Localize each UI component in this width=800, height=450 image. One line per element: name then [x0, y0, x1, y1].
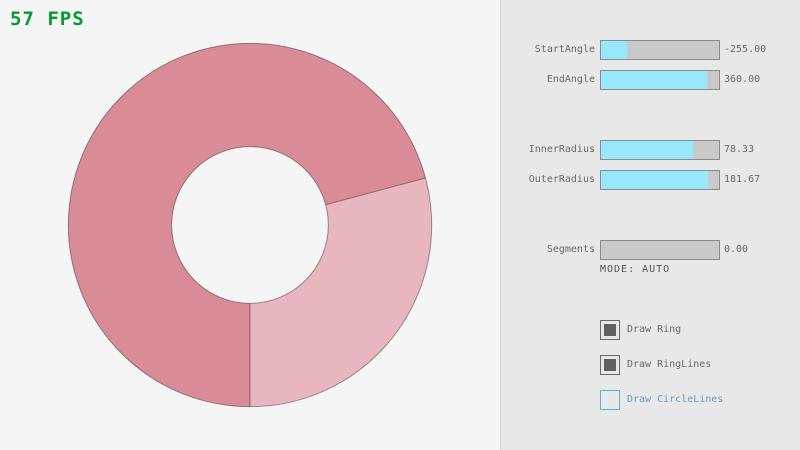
segments-mode-label: MODE: AUTO [600, 264, 671, 275]
slider-fill-outerradius [601, 171, 709, 189]
slider-value-outerradius: 181.67 [724, 174, 761, 185]
checkbox-box-draw-ring[interactable] [600, 320, 620, 340]
checkbox-label-draw-ringlines: Draw RingLines [627, 359, 712, 370]
slider-label-segments: Segments [546, 244, 595, 255]
checkbox-label-draw-ring: Draw Ring [627, 324, 682, 335]
slider-value-endangle: 360.00 [724, 74, 761, 85]
checkbox-box-draw-circlelines[interactable] [600, 390, 620, 410]
checkbox-draw-ringlines[interactable]: Draw RingLines [600, 355, 790, 375]
slider-row-startangle: StartAngle -255.00 [501, 40, 800, 60]
slider-fill-endangle [601, 71, 708, 89]
slider-endangle[interactable] [600, 70, 720, 90]
slider-label-innerradius: InnerRadius [528, 144, 595, 155]
slider-value-segments: 0.00 [724, 244, 749, 255]
slider-row-segments: Segments 0.00 [501, 240, 800, 260]
slider-segments[interactable] [600, 240, 720, 260]
slider-outerradius[interactable] [600, 170, 720, 190]
slider-startangle[interactable] [600, 40, 720, 60]
control-panel: StartAngle -255.00 EndAngle 360.00 Inner… [500, 0, 800, 450]
slider-innerradius[interactable] [600, 140, 720, 160]
slider-row-outerradius: OuterRadius 181.67 [501, 170, 800, 190]
slider-value-startangle: -255.00 [724, 44, 767, 55]
slider-label-outerradius: OuterRadius [528, 174, 595, 185]
slider-fill-innerradius [601, 141, 694, 159]
fps-counter: 57 FPS [10, 8, 85, 30]
checkmark [604, 324, 616, 336]
slider-label-endangle: EndAngle [546, 74, 595, 85]
slider-fill-startangle [601, 41, 627, 59]
slider-value-innerradius: 78.33 [724, 144, 755, 155]
slider-label-startangle: StartAngle [534, 44, 595, 55]
checkmark [604, 359, 616, 371]
checkbox-label-draw-circlelines: Draw CircleLines [627, 394, 724, 405]
checkbox-draw-circlelines[interactable]: Draw CircleLines [600, 390, 790, 410]
checkbox-draw-ring[interactable]: Draw Ring [600, 320, 790, 340]
checkbox-box-draw-ringlines[interactable] [600, 355, 620, 375]
slider-row-endangle: EndAngle 360.00 [501, 70, 800, 90]
slider-row-innerradius: InnerRadius 78.33 [501, 140, 800, 160]
ring-chart [67, 42, 433, 408]
